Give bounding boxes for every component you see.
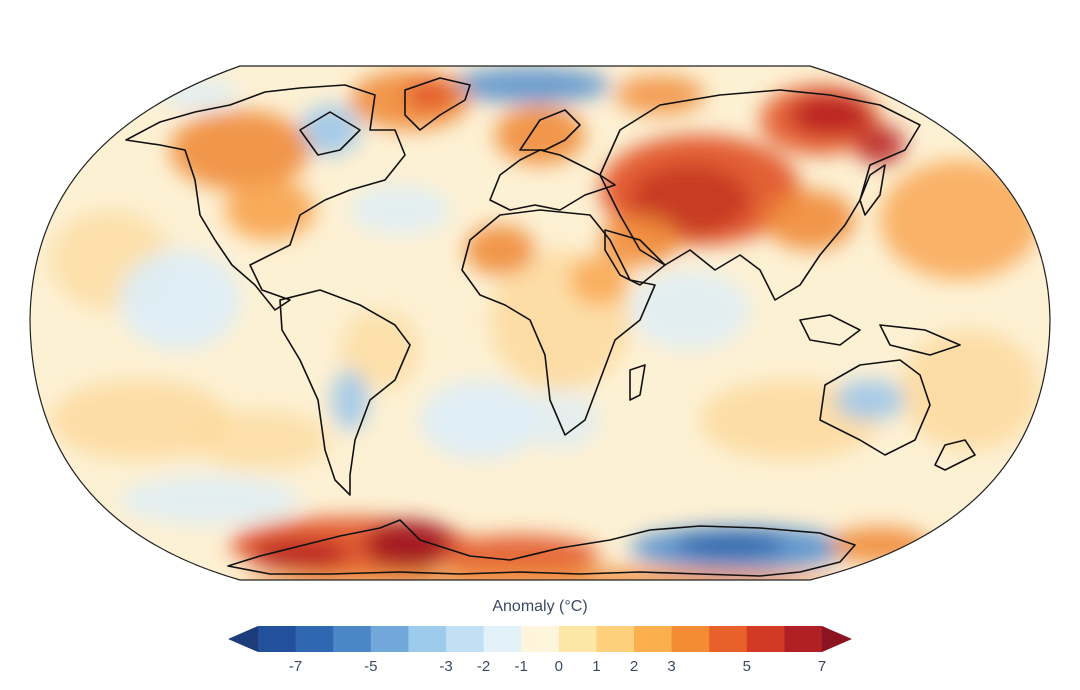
colorbar-segment bbox=[295, 626, 334, 652]
colorbar-segment bbox=[333, 626, 372, 652]
colorbar-segment bbox=[784, 626, 823, 652]
colorbar-segment bbox=[408, 626, 447, 652]
colorbar-segment bbox=[596, 626, 635, 652]
colorbar-segment bbox=[521, 626, 560, 652]
colorbar-segment bbox=[258, 626, 297, 652]
colorbar-tick-label: 2 bbox=[629, 658, 639, 675]
colorbar-arrow-low bbox=[228, 626, 258, 652]
colorbar-tick-label: -7 bbox=[288, 658, 303, 675]
colorbar-tick-label: -3 bbox=[439, 658, 453, 675]
colorbar-tick-label: 1 bbox=[592, 658, 601, 675]
colorbar-segment bbox=[446, 626, 485, 652]
colorbar-segment bbox=[709, 626, 748, 652]
colorbar-segment bbox=[483, 626, 522, 652]
legend-title: Anomaly (°C) bbox=[492, 598, 588, 615]
colorbar-tick-label: -1 bbox=[514, 658, 528, 675]
colorbar-segment bbox=[634, 626, 673, 652]
colorbar-segment bbox=[671, 626, 710, 652]
colorbar-tick-label: 7 bbox=[817, 658, 827, 675]
map-boundary bbox=[29, 65, 1051, 581]
colorbar-segment bbox=[370, 626, 409, 652]
colorbar-arrow-high bbox=[822, 626, 852, 652]
temperature-anomaly-map bbox=[29, 65, 1051, 581]
colorbar-tick-label: 3 bbox=[667, 658, 676, 675]
anomaly-field bbox=[30, 66, 1050, 580]
colorbar-segment bbox=[558, 626, 597, 652]
colorbar-tick-label: -2 bbox=[476, 658, 491, 675]
colorbar-tick-label: -5 bbox=[364, 658, 378, 675]
coastlines bbox=[125, 77, 976, 577]
colorbar bbox=[228, 626, 852, 652]
colorbar-tick-label: 0 bbox=[554, 658, 563, 675]
colorbar-segment bbox=[746, 626, 785, 652]
colorbar-tick-label: 5 bbox=[742, 658, 751, 675]
